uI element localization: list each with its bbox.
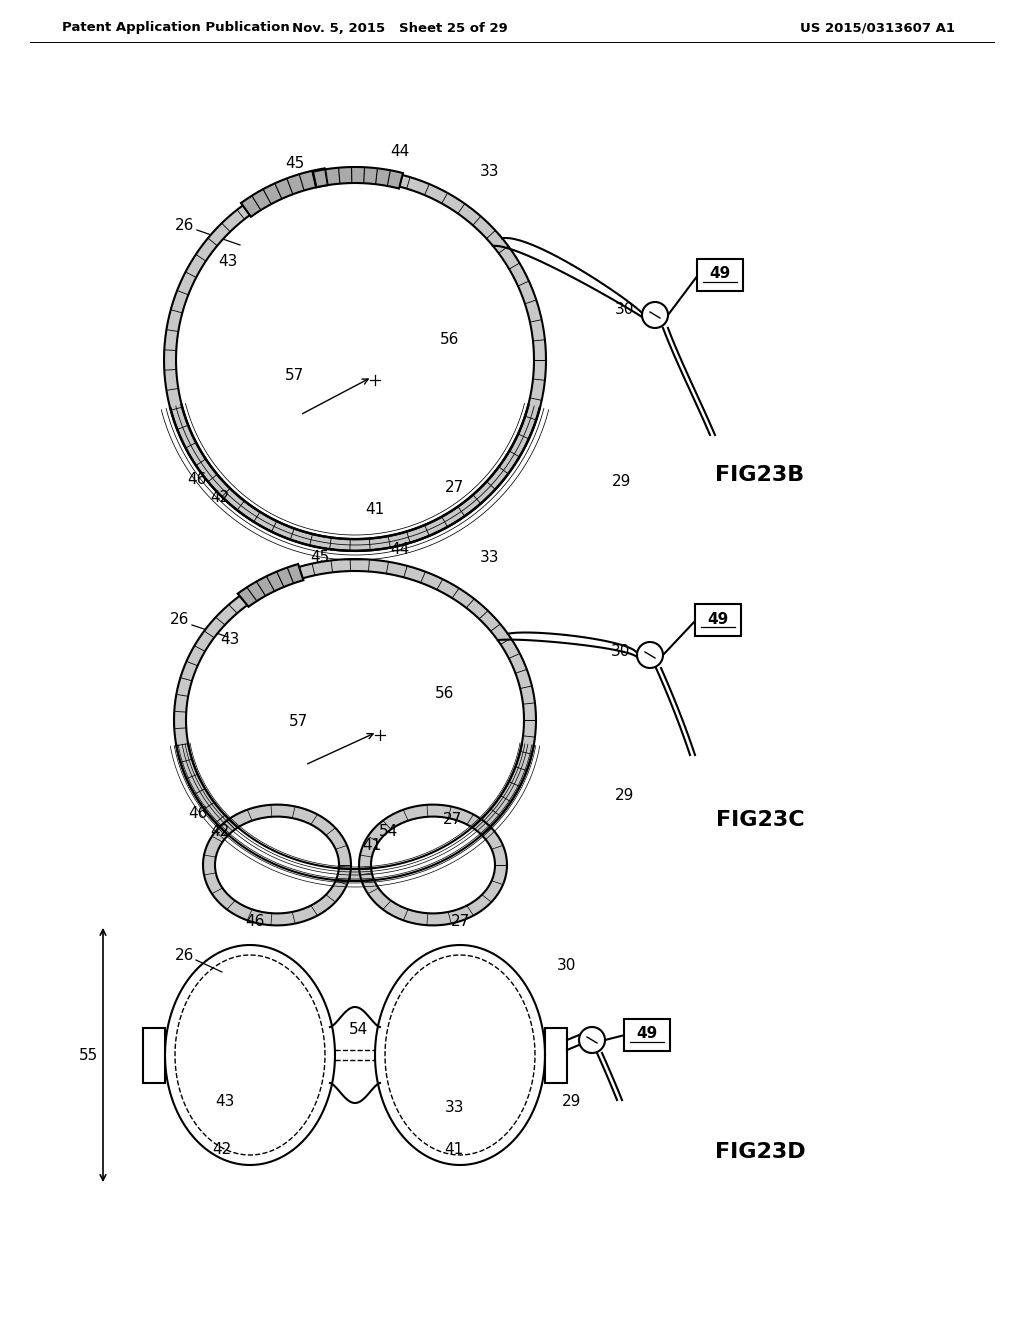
Text: 27: 27 xyxy=(445,480,465,495)
Text: FIG23D: FIG23D xyxy=(715,1142,805,1162)
Circle shape xyxy=(637,642,663,668)
Text: 33: 33 xyxy=(480,550,500,565)
Ellipse shape xyxy=(176,181,534,539)
Polygon shape xyxy=(313,168,403,189)
FancyBboxPatch shape xyxy=(143,1027,165,1082)
Text: 45: 45 xyxy=(310,550,330,565)
Text: 30: 30 xyxy=(615,302,635,318)
Text: 46: 46 xyxy=(246,915,264,929)
Text: FIG23C: FIG23C xyxy=(716,810,804,830)
Polygon shape xyxy=(241,169,328,216)
Text: 57: 57 xyxy=(289,714,307,730)
Text: 42: 42 xyxy=(210,491,229,506)
Text: 41: 41 xyxy=(444,1143,464,1158)
Text: 49: 49 xyxy=(636,1027,657,1041)
Ellipse shape xyxy=(186,572,524,869)
Text: 43: 43 xyxy=(218,255,238,269)
Text: 56: 56 xyxy=(435,685,455,701)
Text: 30: 30 xyxy=(557,957,577,973)
Text: 33: 33 xyxy=(480,165,500,180)
Text: 43: 43 xyxy=(215,1094,234,1110)
Ellipse shape xyxy=(371,817,495,913)
Polygon shape xyxy=(359,805,507,925)
Text: 29: 29 xyxy=(615,788,635,803)
Text: 56: 56 xyxy=(440,333,460,347)
Text: 44: 44 xyxy=(390,144,410,160)
Text: 46: 46 xyxy=(188,807,208,821)
Text: US 2015/0313607 A1: US 2015/0313607 A1 xyxy=(800,21,955,34)
Text: 41: 41 xyxy=(362,837,382,853)
Text: 49: 49 xyxy=(710,267,731,281)
Polygon shape xyxy=(174,558,536,880)
Circle shape xyxy=(642,302,668,327)
Text: 30: 30 xyxy=(610,644,630,660)
Text: 55: 55 xyxy=(80,1048,98,1063)
Text: 26: 26 xyxy=(175,218,195,232)
Circle shape xyxy=(579,1027,605,1053)
Text: 57: 57 xyxy=(286,367,304,383)
Text: 46: 46 xyxy=(187,473,207,487)
Text: 26: 26 xyxy=(175,948,195,962)
Text: 29: 29 xyxy=(562,1094,582,1110)
Text: 49: 49 xyxy=(708,611,729,627)
Text: Nov. 5, 2015   Sheet 25 of 29: Nov. 5, 2015 Sheet 25 of 29 xyxy=(292,21,508,34)
Text: FIG23B: FIG23B xyxy=(716,465,805,484)
Text: Patent Application Publication: Patent Application Publication xyxy=(62,21,290,34)
Text: 27: 27 xyxy=(442,813,462,828)
Polygon shape xyxy=(164,169,546,550)
Text: 43: 43 xyxy=(220,632,240,648)
Text: 41: 41 xyxy=(366,503,385,517)
FancyBboxPatch shape xyxy=(695,605,741,636)
Polygon shape xyxy=(203,805,351,925)
Text: 42: 42 xyxy=(212,1143,231,1158)
Text: 26: 26 xyxy=(170,612,189,627)
Text: 45: 45 xyxy=(286,156,304,170)
FancyBboxPatch shape xyxy=(624,1019,670,1051)
Text: 44: 44 xyxy=(390,543,410,557)
Text: 27: 27 xyxy=(451,915,470,929)
Text: 54: 54 xyxy=(379,825,397,840)
FancyBboxPatch shape xyxy=(697,259,743,290)
Ellipse shape xyxy=(215,817,339,913)
Text: 33: 33 xyxy=(445,1100,465,1114)
Polygon shape xyxy=(238,564,303,607)
Text: 29: 29 xyxy=(612,474,632,490)
FancyBboxPatch shape xyxy=(545,1027,567,1082)
Text: 42: 42 xyxy=(210,825,229,840)
Text: 54: 54 xyxy=(348,1023,368,1038)
